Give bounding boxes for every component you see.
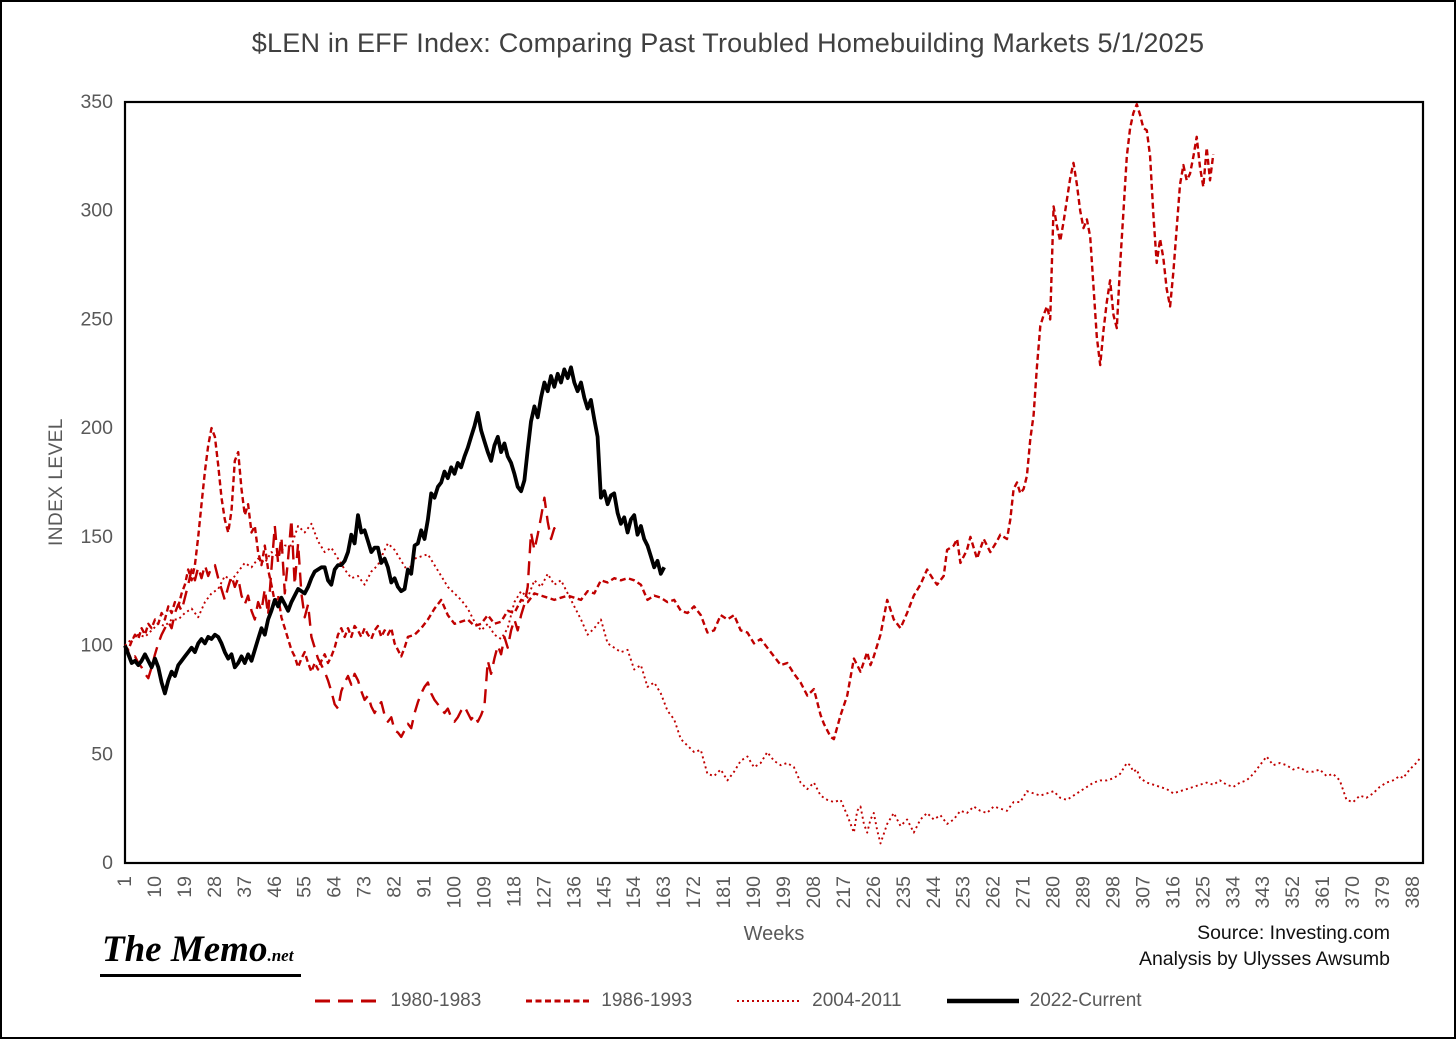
series-line-1986-1993 xyxy=(124,103,1215,741)
chart-title: $LEN in EFF Index: Comparing Past Troubl… xyxy=(251,28,1205,58)
analysis-line: Analysis by Ulysses Awsumb xyxy=(1138,948,1390,970)
y-tick-label: 0 xyxy=(102,852,113,874)
x-tick-label: 190 xyxy=(743,876,765,909)
logo-suffix: .net xyxy=(267,946,294,965)
y-tick-label: 250 xyxy=(80,308,113,330)
x-tick-label: 361 xyxy=(1312,876,1334,909)
x-tick-label: 334 xyxy=(1222,876,1244,909)
legend-label: 1986-1993 xyxy=(601,990,693,1011)
y-tick-label: 100 xyxy=(80,635,113,657)
x-tick-label: 127 xyxy=(533,876,555,909)
x-tick-label: 316 xyxy=(1162,876,1184,909)
legend-line-sample-dotted xyxy=(737,1000,802,1002)
legend-line-sample-long-dash xyxy=(315,999,380,1003)
plot-frame xyxy=(123,100,1425,865)
legend-label: 1980-1983 xyxy=(390,990,482,1011)
logo-text: The Memo xyxy=(102,929,268,970)
legend-line-sample-short-dash xyxy=(526,999,591,1003)
x-tick-label: 307 xyxy=(1132,876,1154,909)
x-tick-label: 109 xyxy=(473,876,495,909)
legend-item-2022-current: 2022-Current xyxy=(946,990,1142,1012)
x-tick-label: 10 xyxy=(144,876,166,898)
x-tick-label: 55 xyxy=(294,876,316,898)
legend-line-sample-solid xyxy=(946,998,1019,1004)
x-tick-label: 271 xyxy=(1013,876,1035,909)
chart-legend: 1980-1983 1986-1993 2004-2011 2022-Curre… xyxy=(2,990,1454,1012)
series-line-2004-2011 xyxy=(124,522,1421,845)
y-tick-label: 150 xyxy=(80,526,113,548)
legend-label: 2022-Current xyxy=(1029,990,1142,1011)
legend-item-2004-2011: 2004-2011 xyxy=(736,990,902,1012)
x-tick-label: 262 xyxy=(983,876,1005,909)
x-tick-label: 28 xyxy=(204,876,226,898)
x-tick-label: 208 xyxy=(803,876,825,909)
x-tick-label: 370 xyxy=(1342,876,1364,909)
attribution-block: Source: Investing.com Analysis by Ulysse… xyxy=(1139,920,1390,972)
x-tick-label: 379 xyxy=(1372,876,1394,909)
x-tick-label: 352 xyxy=(1282,876,1304,909)
x-tick-label: 388 xyxy=(1402,876,1424,909)
series-line-1980-1983 xyxy=(123,496,559,739)
x-tick-label: 100 xyxy=(443,876,465,909)
x-tick-label: 325 xyxy=(1192,876,1214,909)
legend-item-1980-1983: 1980-1983 xyxy=(314,990,481,1012)
legend-label: 2004-2011 xyxy=(812,990,902,1011)
x-tick-label: 199 xyxy=(773,876,795,909)
x-tick-label: 136 xyxy=(563,876,585,909)
x-tick-label: 217 xyxy=(833,876,855,909)
x-tick-label: 91 xyxy=(414,876,436,898)
x-tick-label: 280 xyxy=(1043,876,1065,909)
x-tick-label: 172 xyxy=(683,876,705,909)
x-tick-label: 181 xyxy=(713,876,735,909)
x-tick-label: 82 xyxy=(384,876,406,898)
legend-item-1986-1993: 1986-1993 xyxy=(525,990,692,1012)
y-axis-title: INDEX LEVEL xyxy=(46,418,67,546)
x-tick-label: 244 xyxy=(923,876,945,909)
y-tick-label: 50 xyxy=(91,743,113,765)
y-tick-label: 350 xyxy=(80,91,113,113)
source-line: Source: Investing.com xyxy=(1197,922,1390,944)
series-line-2022-Current xyxy=(123,365,666,696)
x-axis-title: Weeks xyxy=(743,923,805,945)
x-tick-label: 235 xyxy=(893,876,915,909)
x-tick-label: 37 xyxy=(234,876,256,898)
x-tick-label: 64 xyxy=(324,876,346,898)
x-tick-label: 118 xyxy=(503,876,525,907)
x-tick-label: 343 xyxy=(1252,876,1274,909)
y-tick-label: 300 xyxy=(80,200,113,222)
x-tick-label: 226 xyxy=(863,876,885,909)
x-tick-label: 298 xyxy=(1102,876,1124,909)
x-tick-label: 154 xyxy=(623,876,645,909)
the-memo-logo: The Memo.net xyxy=(100,928,302,977)
x-tick-label: 145 xyxy=(593,876,615,909)
x-tick-label: 46 xyxy=(264,876,286,898)
x-tick-label: 289 xyxy=(1073,876,1095,909)
x-tick-label: 163 xyxy=(653,876,675,909)
x-tick-label: 19 xyxy=(174,876,196,898)
x-tick-label: 253 xyxy=(953,876,975,909)
x-tick-label: 1 xyxy=(114,876,136,887)
x-tick-label: 73 xyxy=(354,876,376,898)
y-tick-label: 200 xyxy=(80,417,113,439)
